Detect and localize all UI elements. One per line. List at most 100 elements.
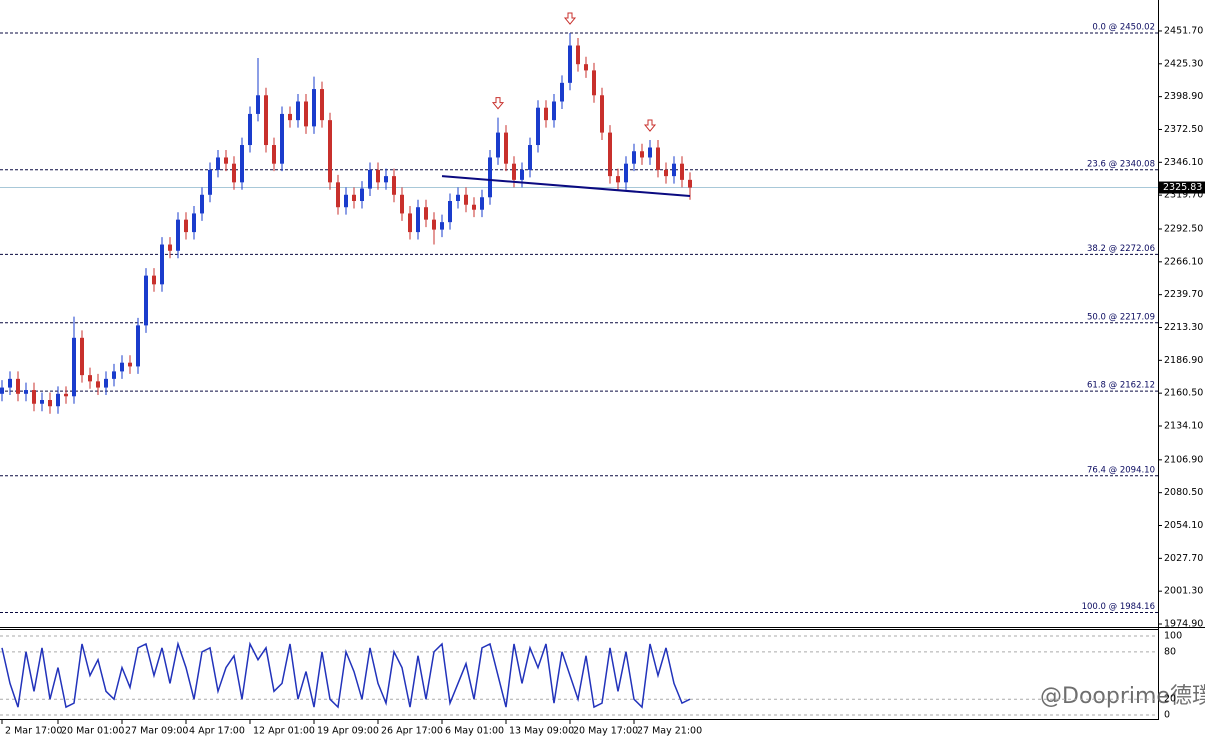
candle-body xyxy=(352,194,356,201)
y-tick-label: 2266.10 xyxy=(1164,256,1203,267)
candle-body xyxy=(440,222,444,230)
candle-body xyxy=(528,145,532,170)
candle-body xyxy=(224,157,228,164)
y-tick-label: 2106.90 xyxy=(1164,454,1203,465)
candle-body xyxy=(152,275,156,285)
candle-body xyxy=(536,107,540,146)
candle-body xyxy=(256,95,260,114)
y-tick-label: 2425.30 xyxy=(1164,58,1203,69)
candle-body xyxy=(56,393,60,407)
candle-body xyxy=(552,101,556,121)
candle-body xyxy=(288,113,292,121)
candle-body xyxy=(264,95,268,146)
candle-body xyxy=(520,169,524,180)
y-tick-label: 2372.50 xyxy=(1164,124,1203,135)
osc-tick-label: 100 xyxy=(1164,631,1182,642)
watermark: @Dooprime德璞资本一严 xyxy=(1040,684,1205,709)
candle-body xyxy=(384,176,388,183)
candle-body xyxy=(624,163,628,183)
candle-body xyxy=(176,219,180,251)
candle-body xyxy=(16,378,20,394)
candle-body xyxy=(608,132,612,177)
candle-body xyxy=(424,207,428,220)
x-tick-label: 12 Apr 01:00 xyxy=(253,726,315,737)
y-tick-label: 2398.90 xyxy=(1164,91,1203,102)
candle-body xyxy=(344,194,348,208)
candle-body xyxy=(464,194,468,205)
y-tick-label: 2346.10 xyxy=(1164,157,1203,168)
candle-body xyxy=(368,169,372,189)
candle-body xyxy=(208,169,212,195)
candle-body xyxy=(328,120,332,183)
candle-body xyxy=(392,176,396,195)
candle-body xyxy=(632,151,636,164)
fib-label: 23.6 @ 2340.08 xyxy=(1087,159,1155,169)
candle-body xyxy=(648,147,652,158)
y-tick-label: 2134.10 xyxy=(1164,421,1203,432)
candle-body xyxy=(296,101,300,121)
x-tick-label: 20 Mar 01:00 xyxy=(61,726,124,737)
candle-body xyxy=(504,132,508,164)
candle-body xyxy=(584,64,588,71)
candle-body xyxy=(64,393,68,397)
y-tick-label: 2292.50 xyxy=(1164,223,1203,234)
candle-body xyxy=(496,132,500,158)
candle-body xyxy=(96,381,100,388)
candle-body xyxy=(232,163,236,183)
candle-body xyxy=(160,244,164,285)
candle-body xyxy=(568,45,572,83)
candle-body xyxy=(88,375,92,382)
candle-body xyxy=(448,200,452,223)
candle-body xyxy=(272,145,276,164)
candle-body xyxy=(184,219,188,233)
fib-label: 76.4 @ 2094.10 xyxy=(1087,465,1155,475)
candle-body xyxy=(280,113,284,164)
candle-body xyxy=(168,244,172,251)
candle-body xyxy=(248,113,252,146)
y-tick-label: 2001.30 xyxy=(1164,586,1203,597)
candle-body xyxy=(144,275,148,326)
y-tick-label: 2160.50 xyxy=(1164,388,1203,399)
x-tick-label: 4 Apr 17:00 xyxy=(189,726,245,737)
candle-body xyxy=(408,213,412,233)
candle-body xyxy=(128,362,132,367)
neckline xyxy=(441,175,691,198)
candle-body xyxy=(480,197,484,210)
candle-body xyxy=(80,337,84,376)
candle-body xyxy=(48,400,52,407)
candle-body xyxy=(32,390,36,404)
candle-body xyxy=(136,325,140,367)
candle-body xyxy=(400,194,404,214)
candle-body xyxy=(672,163,676,177)
candle-body xyxy=(40,400,44,404)
candle-body xyxy=(512,163,516,180)
candle-body xyxy=(8,378,12,388)
y-tick-label: 2239.70 xyxy=(1164,289,1203,300)
osc-tick-label: 0 xyxy=(1164,709,1170,720)
current-price-box xyxy=(1159,181,1205,194)
candle-body xyxy=(24,390,28,394)
y-tick-label: 2319.70 xyxy=(1164,190,1203,201)
candle-body xyxy=(112,371,116,379)
candle-body xyxy=(312,89,316,127)
fib-label: 50.0 @ 2217.09 xyxy=(1087,312,1155,322)
candle-body xyxy=(688,179,692,188)
candle-body xyxy=(544,107,548,121)
signal-arrow xyxy=(563,12,577,25)
candle-body xyxy=(576,45,580,65)
current-price-label: 2325.83 xyxy=(1163,182,1202,193)
x-tick-label: 27 Mar 09:00 xyxy=(125,726,188,737)
x-tick-label: 13 May 09:00 xyxy=(509,726,574,737)
candle-body xyxy=(104,378,108,388)
candle-body xyxy=(600,95,604,133)
osc-tick-label: 20 xyxy=(1164,694,1176,705)
candle-body xyxy=(72,337,76,397)
candle-body xyxy=(416,207,420,233)
fib-label: 38.2 @ 2272.06 xyxy=(1087,244,1155,254)
y-tick-label: 2080.50 xyxy=(1164,487,1203,498)
x-tick-label: 6 May 01:00 xyxy=(445,726,504,737)
candle-body xyxy=(336,182,340,208)
candle-body xyxy=(640,151,644,158)
candle-body xyxy=(656,147,660,170)
